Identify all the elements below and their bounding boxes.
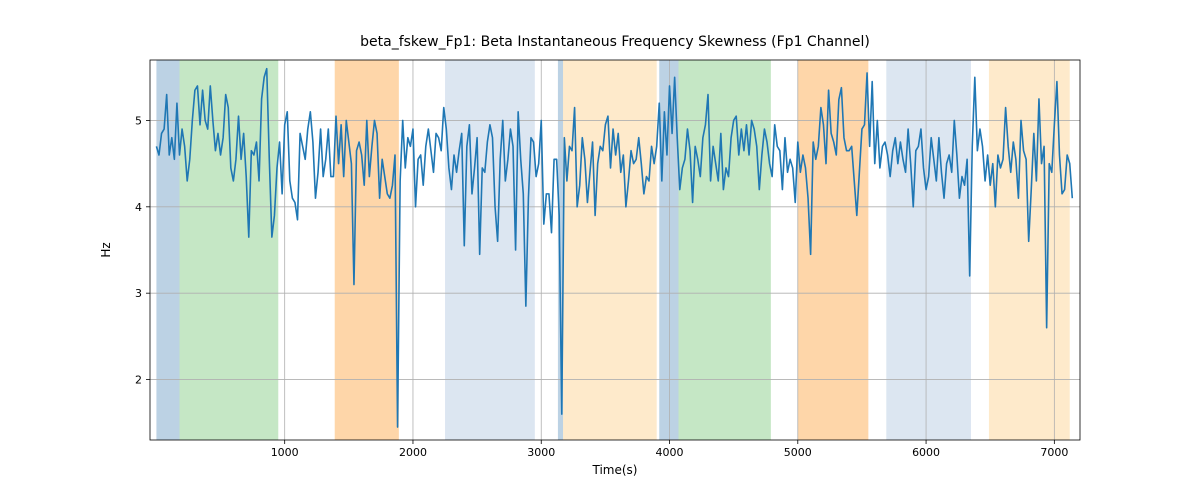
x-tick-label: 5000: [784, 446, 812, 459]
x-axis-label: Time(s): [592, 463, 638, 477]
line-chart: 1000 2000 3000 4000 5000 6000 7000 2 3 4 5 Time(s) H…: [0, 0, 1200, 500]
x-axis: 1000 2000 3000 4000 5000 6000 7000: [271, 440, 1069, 459]
x-tick-label: 6000: [912, 446, 940, 459]
y-axis-label: Hz: [99, 242, 113, 257]
y-tick-label: 3: [135, 287, 142, 300]
chart-container: 1000 2000 3000 4000 5000 6000 7000 2 3 4 5 Time(s) H…: [0, 0, 1200, 500]
x-tick-label: 1000: [271, 446, 299, 459]
x-tick-label: 7000: [1040, 446, 1068, 459]
x-tick-label: 2000: [399, 446, 427, 459]
y-tick-label: 5: [135, 114, 142, 127]
x-tick-label: 3000: [527, 446, 555, 459]
chart-title: beta_fskew_Fp1: Beta Instantaneous Frequ…: [360, 34, 870, 50]
x-tick-label: 4000: [656, 446, 684, 459]
y-axis: 2 3 4 5: [135, 114, 150, 386]
y-tick-label: 2: [135, 374, 142, 387]
y-tick-label: 4: [135, 201, 142, 214]
